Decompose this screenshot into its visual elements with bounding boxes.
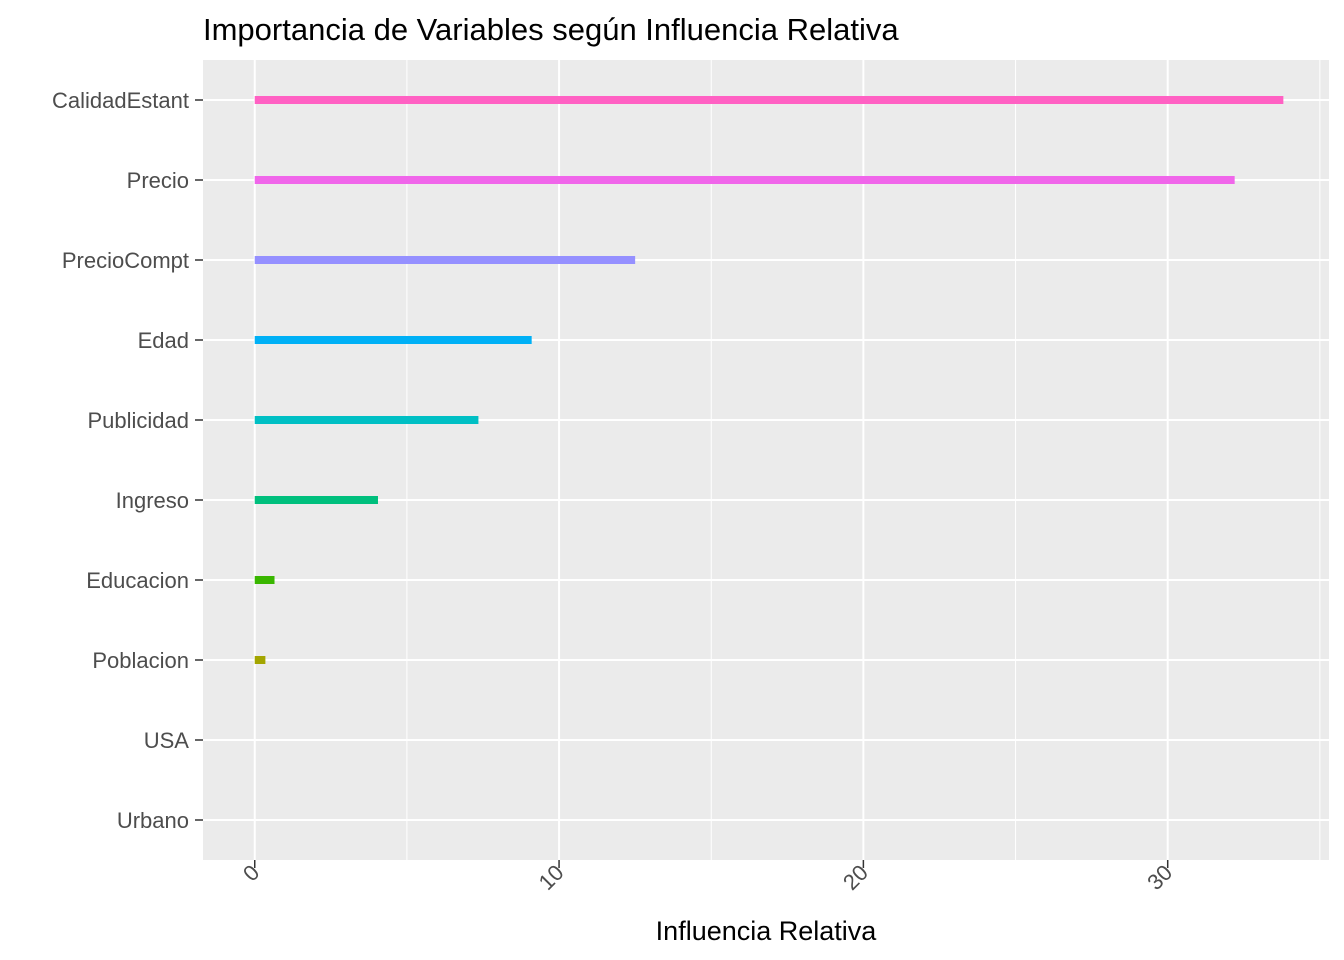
- y-tick-label: Publicidad: [87, 408, 189, 433]
- bar-calidadestant: [254, 96, 1284, 104]
- bar-precio: [254, 176, 1235, 184]
- x-tick-label: 30: [1142, 860, 1177, 895]
- bar-ingreso: [254, 496, 378, 504]
- chart-title: Importancia de Variables según Influenci…: [203, 12, 899, 47]
- bar-preciocompt: [254, 256, 636, 264]
- y-tick-label: Ingreso: [116, 488, 189, 513]
- bars: [254, 96, 1284, 664]
- x-axis-label: Influencia Relativa: [656, 916, 878, 946]
- y-tick-label: PrecioCompt: [62, 248, 189, 273]
- x-tick-label: 10: [534, 860, 569, 895]
- y-tick-label: Poblacion: [92, 648, 189, 673]
- y-tick-label: Urbano: [117, 808, 189, 833]
- bar-educacion: [254, 576, 275, 584]
- plot-panel: [203, 60, 1329, 860]
- x-tick-label: 20: [838, 860, 873, 895]
- y-tick-label: Educacion: [86, 568, 189, 593]
- y-tick-label: USA: [144, 728, 190, 753]
- y-tick-label: Precio: [127, 168, 189, 193]
- y-tick-label: Edad: [138, 328, 189, 353]
- y-axis: CalidadEstant Precio PrecioCompt Edad Public…: [52, 88, 203, 833]
- bar-publicidad: [254, 416, 479, 424]
- bar-edad: [254, 336, 532, 344]
- y-tick-label: CalidadEstant: [52, 88, 189, 113]
- x-axis: 0 10 20 30: [238, 860, 1177, 895]
- bar-poblacion: [254, 656, 266, 664]
- x-tick-label: 0: [238, 860, 264, 886]
